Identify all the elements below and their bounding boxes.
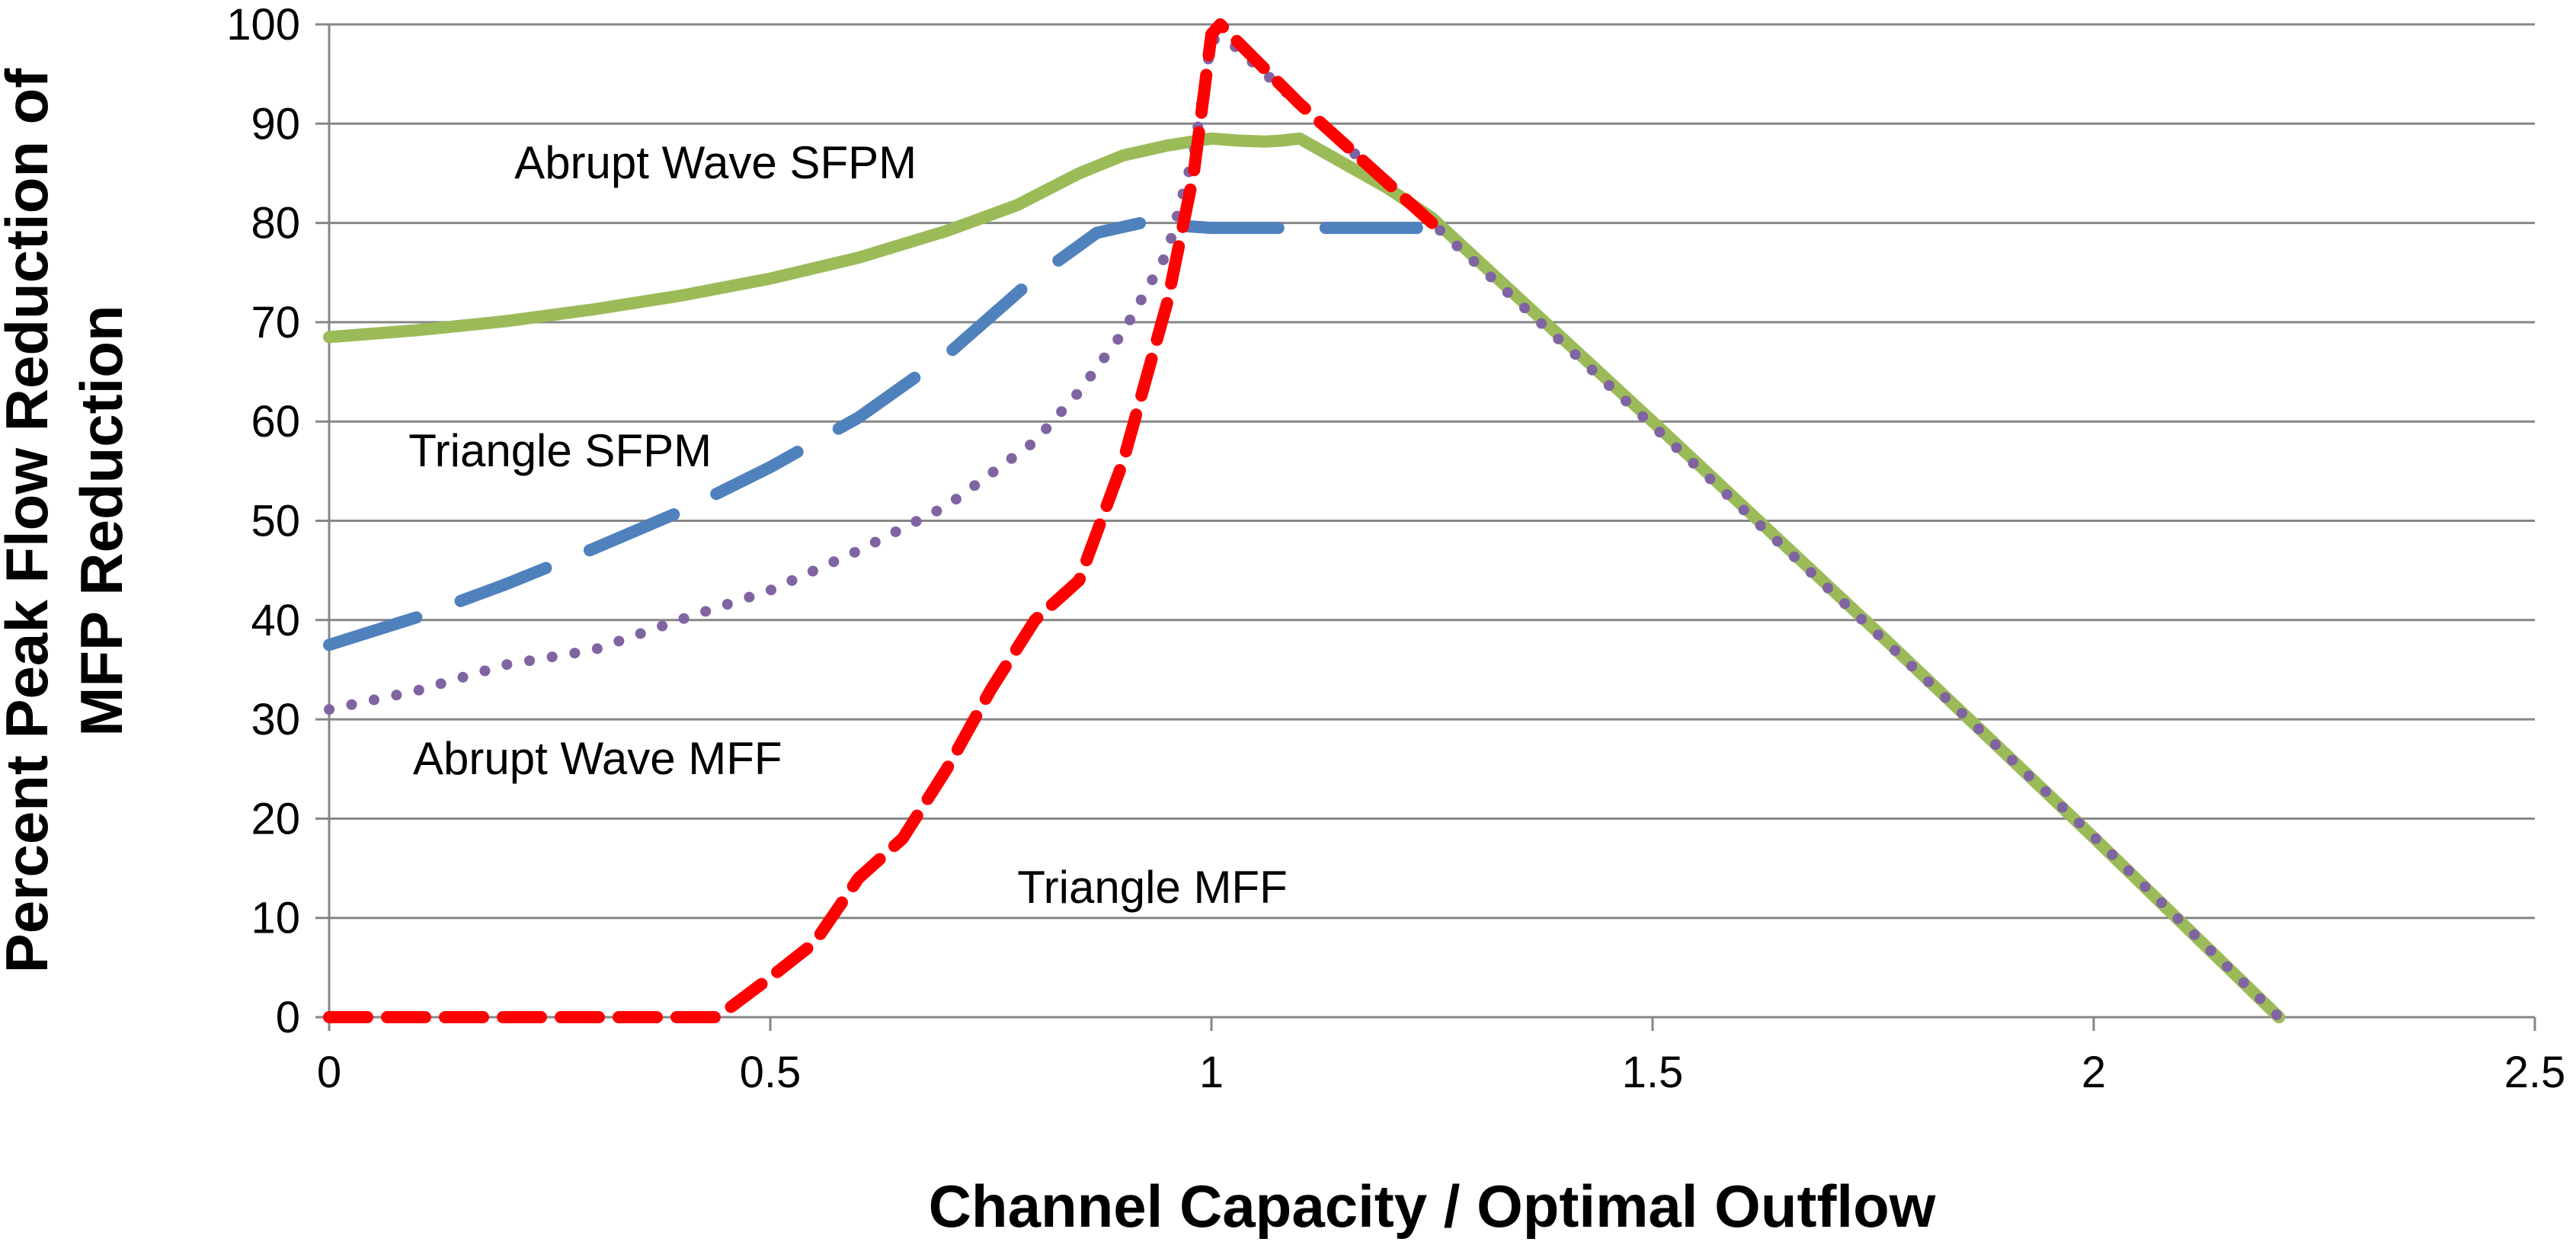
y-axis-title-line-1: Percent Peak Flow Reduction of <box>0 68 60 974</box>
annotations: Abrupt Wave SFPM Triangle SFPM Abrupt Wave… <box>408 137 1288 913</box>
series-annotation: Triangle MFF <box>1017 862 1288 913</box>
x-tick-label: 2 <box>2082 1048 2106 1097</box>
series-line-abrupt-wave-sfpm <box>323 132 2286 1023</box>
series-annotation: Triangle SFPM <box>408 425 712 476</box>
y-tick-label: 100 <box>226 0 300 50</box>
x-tick-label: 0 <box>317 1048 341 1097</box>
series-annotation: Abrupt Wave SFPM <box>514 137 917 188</box>
x-tick-label: 1.5 <box>1622 1048 1684 1097</box>
y-tick-label: 20 <box>251 794 300 843</box>
y-tick-label: 70 <box>251 298 300 347</box>
x-tick-label: 0.5 <box>740 1048 802 1097</box>
x-tick-label: 2.5 <box>2504 1048 2566 1097</box>
series-line-triangle-mff <box>323 18 1438 1023</box>
y-axis-title-line-2: MFP Reduction <box>68 305 135 736</box>
x-tick-label: 1 <box>1199 1048 1224 1097</box>
series-line-abrupt-wave-mff <box>324 34 2285 1023</box>
gridlines <box>329 23 2535 920</box>
y-tick-label: 10 <box>251 894 300 943</box>
y-tick-label: 30 <box>251 695 300 744</box>
y-tick-label: 90 <box>251 99 300 149</box>
y-tick-label: 0 <box>276 993 300 1042</box>
y-tick-label: 40 <box>251 596 300 645</box>
series-group <box>323 18 2286 1023</box>
tick-labels: 0 10 20 30 40 50 60 70 80 90 100 0 0.5 1 1.5 2 2.5 <box>226 0 2565 1097</box>
series-annotation: Abrupt Wave MFF <box>413 733 782 784</box>
x-axis-title: Channel Capacity / Optimal Outflow <box>929 1173 1936 1240</box>
y-tick-label: 80 <box>251 199 300 248</box>
y-tick-label: 60 <box>251 397 300 446</box>
y-tick-label: 50 <box>251 497 300 546</box>
series-line-triangle-sfpm <box>323 216 1429 651</box>
